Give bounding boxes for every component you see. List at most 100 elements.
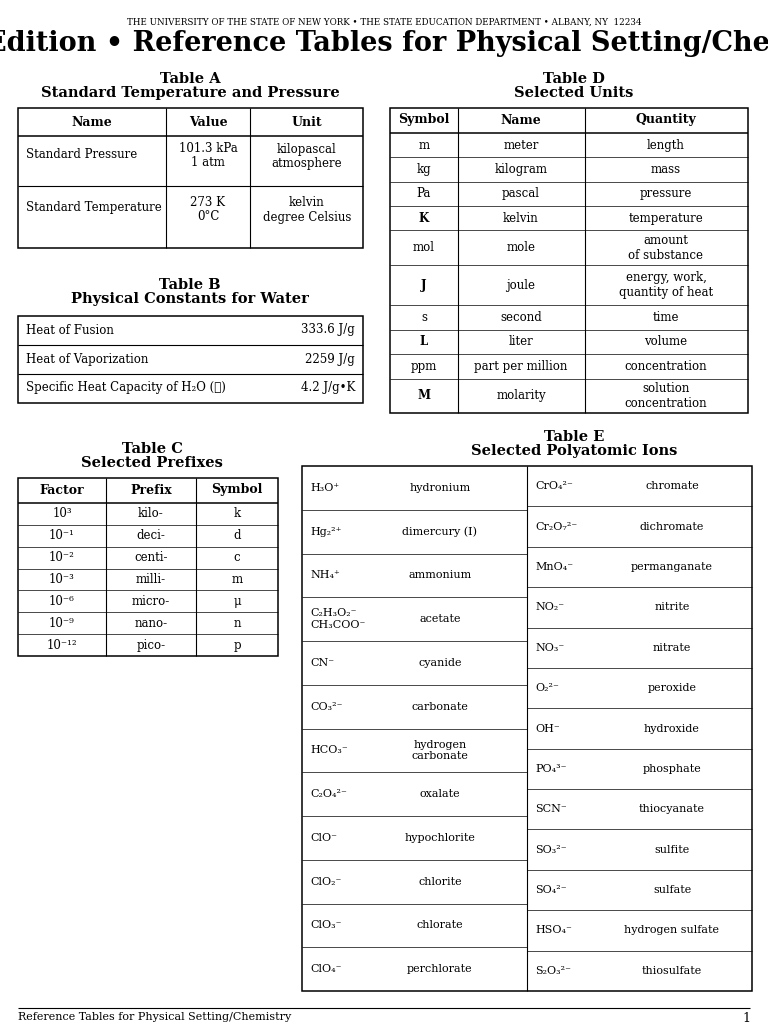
Text: 273 K: 273 K [190, 197, 226, 210]
Text: milli-: milli- [136, 573, 166, 586]
Text: OH⁻: OH⁻ [535, 724, 560, 733]
Text: ClO₂⁻: ClO₂⁻ [310, 877, 341, 887]
Text: thiocyanate: thiocyanate [639, 804, 705, 814]
Text: Value: Value [189, 116, 227, 128]
Text: Name: Name [501, 114, 541, 127]
Text: degree Celsius: degree Celsius [263, 211, 351, 223]
Text: sulfite: sulfite [654, 845, 690, 855]
Text: time: time [653, 311, 679, 325]
Bar [302, 466, 752, 991]
Text: c: c [233, 551, 240, 564]
Text: 4.2 J/g•K: 4.2 J/g•K [300, 382, 355, 394]
Text: Hg₂²⁺: Hg₂²⁺ [310, 526, 341, 537]
Text: volume: volume [644, 336, 687, 348]
Text: NO₂⁻: NO₂⁻ [535, 602, 564, 612]
Text: Table E: Table E [544, 430, 604, 444]
Text: K: K [419, 212, 429, 224]
Text: NO₃⁻: NO₃⁻ [535, 643, 564, 652]
Text: Selected Units: Selected Units [515, 86, 634, 100]
Text: kilogram: kilogram [495, 163, 548, 176]
Text: ClO⁻: ClO⁻ [310, 833, 337, 843]
Text: μ: μ [233, 595, 241, 608]
Text: deci-: deci- [137, 529, 165, 543]
Text: 10⁻¹: 10⁻¹ [49, 529, 75, 543]
Text: Standard Temperature: Standard Temperature [26, 202, 162, 214]
Text: 10³: 10³ [52, 508, 72, 520]
Text: C₂H₃O₂⁻
CH₃COO⁻: C₂H₃O₂⁻ CH₃COO⁻ [310, 608, 366, 630]
Text: Standard Temperature and Pressure: Standard Temperature and Pressure [41, 86, 339, 100]
Text: Specific Heat Capacity of H₂O (ℓ): Specific Heat Capacity of H₂O (ℓ) [26, 382, 226, 394]
Text: kg: kg [417, 163, 432, 176]
Text: permanganate: permanganate [631, 562, 713, 572]
Text: H₃O⁺: H₃O⁺ [310, 483, 339, 493]
Text: SO₃²⁻: SO₃²⁻ [535, 845, 567, 855]
Text: Cr₂O₇²⁻: Cr₂O₇²⁻ [535, 521, 578, 531]
Text: 333.6 J/g: 333.6 J/g [301, 324, 355, 337]
Text: part per million: part per million [475, 359, 568, 373]
Text: pascal: pascal [502, 187, 540, 201]
Text: meter: meter [503, 138, 538, 152]
Text: centi-: centi- [134, 551, 167, 564]
Text: 0°C: 0°C [197, 211, 219, 223]
Text: ppm: ppm [411, 359, 437, 373]
Text: dichromate: dichromate [640, 521, 704, 531]
Text: 2259 J/g: 2259 J/g [305, 352, 355, 366]
Text: 101.3 kPa: 101.3 kPa [179, 142, 237, 156]
Bar [18, 108, 363, 248]
Text: hydroxide: hydroxide [644, 724, 700, 733]
Bar [390, 108, 748, 413]
Text: Table A: Table A [160, 72, 220, 86]
Text: Unit: Unit [292, 116, 323, 128]
Text: Symbol: Symbol [211, 483, 263, 497]
Text: Symbol: Symbol [399, 114, 450, 127]
Text: Name: Name [71, 116, 112, 128]
Bar [18, 478, 278, 656]
Text: 10⁻³: 10⁻³ [49, 573, 75, 586]
Text: O₂²⁻: O₂²⁻ [535, 683, 559, 693]
Text: nitrite: nitrite [654, 602, 690, 612]
Text: mol: mol [413, 241, 435, 254]
Text: NH₄⁺: NH₄⁺ [310, 570, 339, 581]
Text: atmosphere: atmosphere [272, 157, 343, 170]
Text: temperature: temperature [629, 212, 703, 224]
Text: liter: liter [508, 336, 533, 348]
Text: carbonate: carbonate [412, 701, 468, 712]
Text: Table B: Table B [159, 278, 220, 292]
Text: perchlorate: perchlorate [407, 965, 473, 974]
Text: pressure: pressure [640, 187, 692, 201]
Text: 10⁻⁶: 10⁻⁶ [49, 595, 75, 608]
Text: micro-: micro- [132, 595, 170, 608]
Text: molarity: molarity [496, 389, 546, 402]
Text: Selected Prefixes: Selected Prefixes [81, 456, 223, 470]
Text: kilopascal: kilopascal [277, 142, 337, 156]
Text: m: m [419, 138, 429, 152]
Text: Heat of Fusion: Heat of Fusion [26, 324, 114, 337]
Text: ammonium: ammonium [409, 570, 472, 581]
Text: Reference Tables for Physical Setting/Chemistry: Reference Tables for Physical Setting/Ch… [18, 1012, 291, 1022]
Text: length: length [647, 138, 685, 152]
Text: SO₄²⁻: SO₄²⁻ [535, 885, 567, 895]
Text: s: s [421, 311, 427, 325]
Text: pico-: pico- [137, 639, 166, 651]
Text: L: L [420, 336, 428, 348]
Text: M: M [418, 389, 431, 402]
Text: 1 atm: 1 atm [191, 157, 225, 170]
Text: amount
of substance: amount of substance [628, 233, 703, 262]
Text: second: second [500, 311, 542, 325]
Text: hydrogen sulfate: hydrogen sulfate [624, 926, 720, 935]
Text: phosphate: phosphate [643, 764, 701, 774]
Text: MnO₄⁻: MnO₄⁻ [535, 562, 573, 572]
Text: m: m [231, 573, 243, 586]
Text: hydronium: hydronium [409, 483, 471, 493]
Text: nitrate: nitrate [653, 643, 691, 652]
Text: joule: joule [507, 279, 535, 292]
Text: 1: 1 [742, 1012, 750, 1024]
Text: Prefix: Prefix [130, 483, 172, 497]
Text: chlorate: chlorate [417, 921, 463, 931]
Text: CN⁻: CN⁻ [310, 657, 334, 668]
Text: k: k [233, 508, 240, 520]
Text: CrO₄²⁻: CrO₄²⁻ [535, 481, 573, 492]
Text: Selected Polyatomic Ions: Selected Polyatomic Ions [471, 444, 677, 458]
Text: ClO₄⁻: ClO₄⁻ [310, 965, 342, 974]
Text: CO₃²⁻: CO₃²⁻ [310, 701, 343, 712]
